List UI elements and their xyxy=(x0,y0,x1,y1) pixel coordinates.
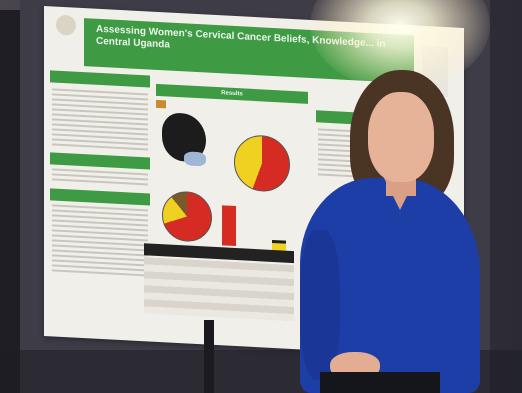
display-board-edge xyxy=(0,10,22,393)
presenter-face xyxy=(368,92,434,182)
presenter-arm xyxy=(300,230,340,380)
presenter-pants xyxy=(320,372,440,393)
